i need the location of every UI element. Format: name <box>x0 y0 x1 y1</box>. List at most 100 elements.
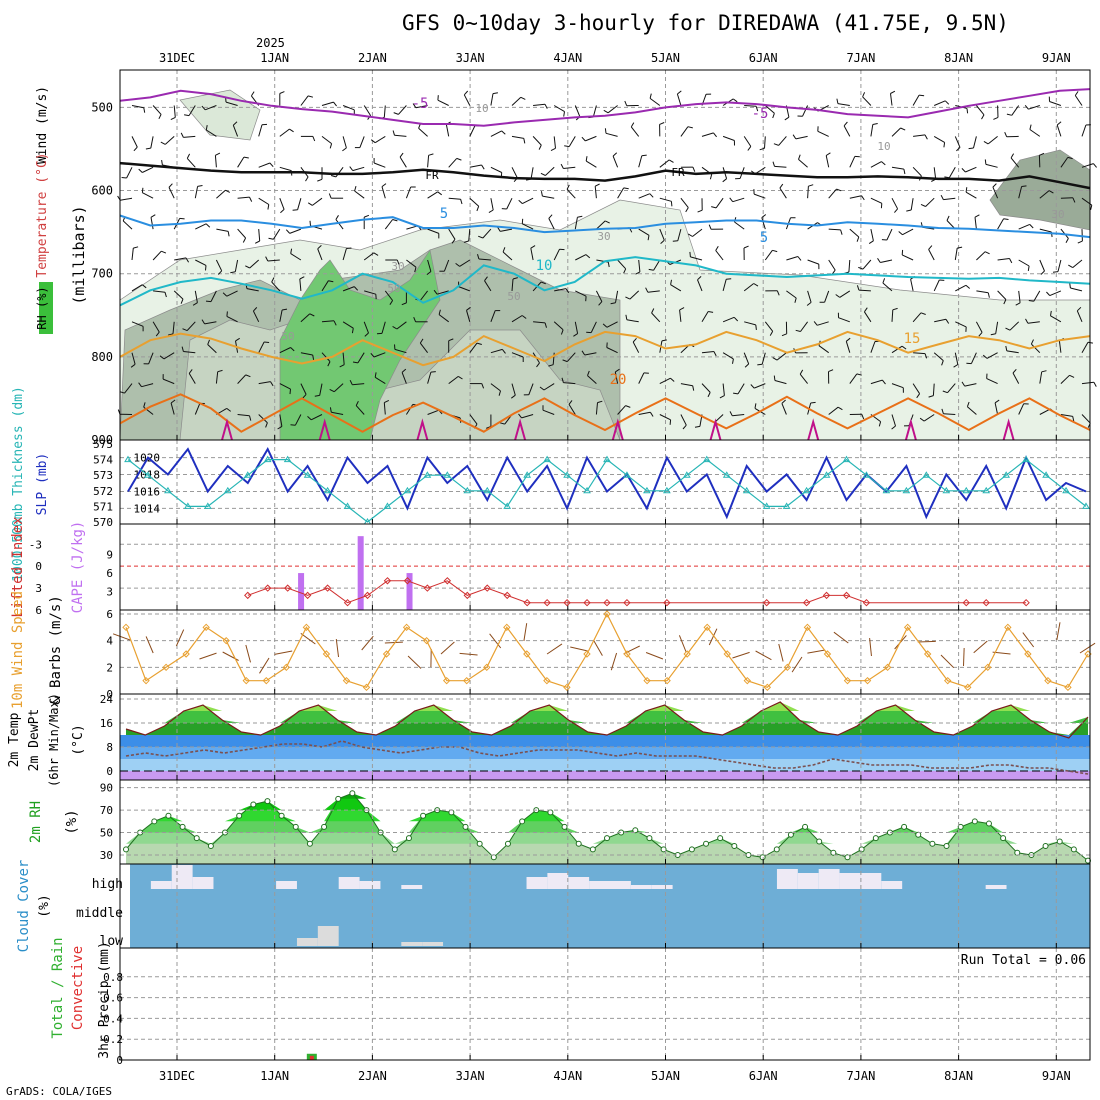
wind-barb-feather <box>540 191 543 197</box>
wind-barb-feather <box>713 351 717 357</box>
wind-speed-marker <box>964 683 972 692</box>
wind-barb <box>843 125 851 137</box>
wind-barb-feather <box>761 214 767 218</box>
wind-barb <box>448 228 456 240</box>
wind-barb-feather <box>965 187 968 193</box>
li-line <box>247 580 1027 604</box>
isotherm--5 <box>119 88 1091 127</box>
wind-barb <box>828 406 839 415</box>
wind-barb-feather <box>630 122 635 128</box>
wind-barb-feather <box>448 338 454 342</box>
wind-barb <box>732 197 745 203</box>
thickness-marker <box>822 471 831 478</box>
wind-barb <box>753 193 766 199</box>
wind-barb-feather <box>795 329 801 332</box>
thickness-axis-label: 1000-500mb Thickness (dm) <box>11 386 26 582</box>
wind-barb <box>204 321 217 325</box>
wind-barb-feather <box>346 247 352 249</box>
cloud-level-label: high <box>92 877 123 892</box>
wind-barb-feather <box>1009 258 1013 264</box>
wind-barb-feather <box>235 337 240 342</box>
contour-label: FR <box>671 166 685 179</box>
wind-barb-feather <box>577 215 583 218</box>
wind-barb <box>279 198 285 210</box>
wind-barb <box>734 221 745 230</box>
wind-barb <box>321 101 334 106</box>
wind-barb <box>744 105 757 107</box>
wind-barb <box>186 321 196 331</box>
thickness-marker <box>902 486 911 494</box>
wind-barb-feather <box>270 381 274 387</box>
wind-barb-feather <box>290 424 296 426</box>
wind-barb <box>226 290 238 297</box>
surface-spike <box>709 418 722 441</box>
wind-barb-feather <box>568 400 573 405</box>
wind-barb <box>925 197 935 207</box>
thickness-marker <box>583 486 591 494</box>
wind-barb-feather <box>339 364 345 368</box>
rh-marker <box>731 843 738 850</box>
wind-barb-feather <box>217 270 223 275</box>
wind-barb <box>1060 414 1073 417</box>
wind-barb-feather <box>856 285 860 291</box>
wind-barb-feather <box>682 424 687 430</box>
rh-marker <box>462 823 469 830</box>
rh-marker <box>575 840 582 847</box>
wind-barb <box>300 352 313 356</box>
wind-barb <box>354 190 365 199</box>
wind-barb <box>1011 105 1020 116</box>
wind-speed-marker <box>984 663 992 672</box>
wind-barb <box>490 383 501 392</box>
wind-barb-feather <box>249 196 253 202</box>
wind-barb-feather <box>374 372 377 378</box>
wind-barb <box>131 136 138 148</box>
top-date-label: 7JAN <box>846 51 875 65</box>
wind-barb <box>563 166 576 169</box>
wind-barb-feather <box>254 240 260 244</box>
wind-barb <box>272 228 281 240</box>
wind-barb-feather <box>961 168 966 173</box>
wind-barb-feather <box>1004 132 1008 137</box>
wind-barb-feather <box>648 268 654 271</box>
wind-barb-feather <box>772 161 775 167</box>
thickness-marker <box>922 471 931 478</box>
wind-barb <box>374 135 386 144</box>
wind-barb <box>342 352 345 365</box>
wind-barb-feather <box>594 183 600 187</box>
li-marker <box>463 591 471 600</box>
temperature-label: Temperature (°C) <box>35 152 50 277</box>
wind-barb <box>870 161 882 168</box>
temp-line <box>125 701 1089 739</box>
wind-barb <box>290 253 302 261</box>
wind-barb <box>418 127 428 137</box>
wind-barb-feather <box>249 415 252 421</box>
wind-barb-feather <box>349 166 354 171</box>
rh-marker <box>589 846 596 853</box>
wind-barb-feather <box>560 329 564 335</box>
wind-barb-feather <box>463 240 469 243</box>
thickness-marker <box>463 486 472 494</box>
wind-barb <box>120 197 133 201</box>
wind-barb-feather <box>1065 238 1069 244</box>
wind-speed-marker <box>483 663 491 672</box>
li-marker <box>503 591 511 600</box>
wind-barb-feather <box>355 400 359 406</box>
wind-barb <box>363 105 372 116</box>
wind-speed-marker <box>1044 676 1052 685</box>
wind-barb-feather <box>961 381 966 387</box>
wind-barb-feather <box>1028 300 1034 302</box>
wind-barb-feather <box>836 98 839 104</box>
wind-tick-label: 4 <box>106 635 113 648</box>
wind-barb-feather <box>550 147 556 152</box>
wind-barb <box>142 192 154 199</box>
wind-barb-feather <box>349 379 353 385</box>
rh-marker <box>165 812 172 819</box>
thickness-tick-label: 574 <box>93 454 113 467</box>
wind-barb-feather <box>670 201 673 207</box>
wind-barb-feather <box>373 252 379 256</box>
li-marker <box>303 591 312 600</box>
wind-barb-feather <box>882 379 886 385</box>
high-cloud-bar <box>359 881 381 889</box>
wind-barb-feather <box>159 355 165 360</box>
cape-bar <box>298 573 305 610</box>
